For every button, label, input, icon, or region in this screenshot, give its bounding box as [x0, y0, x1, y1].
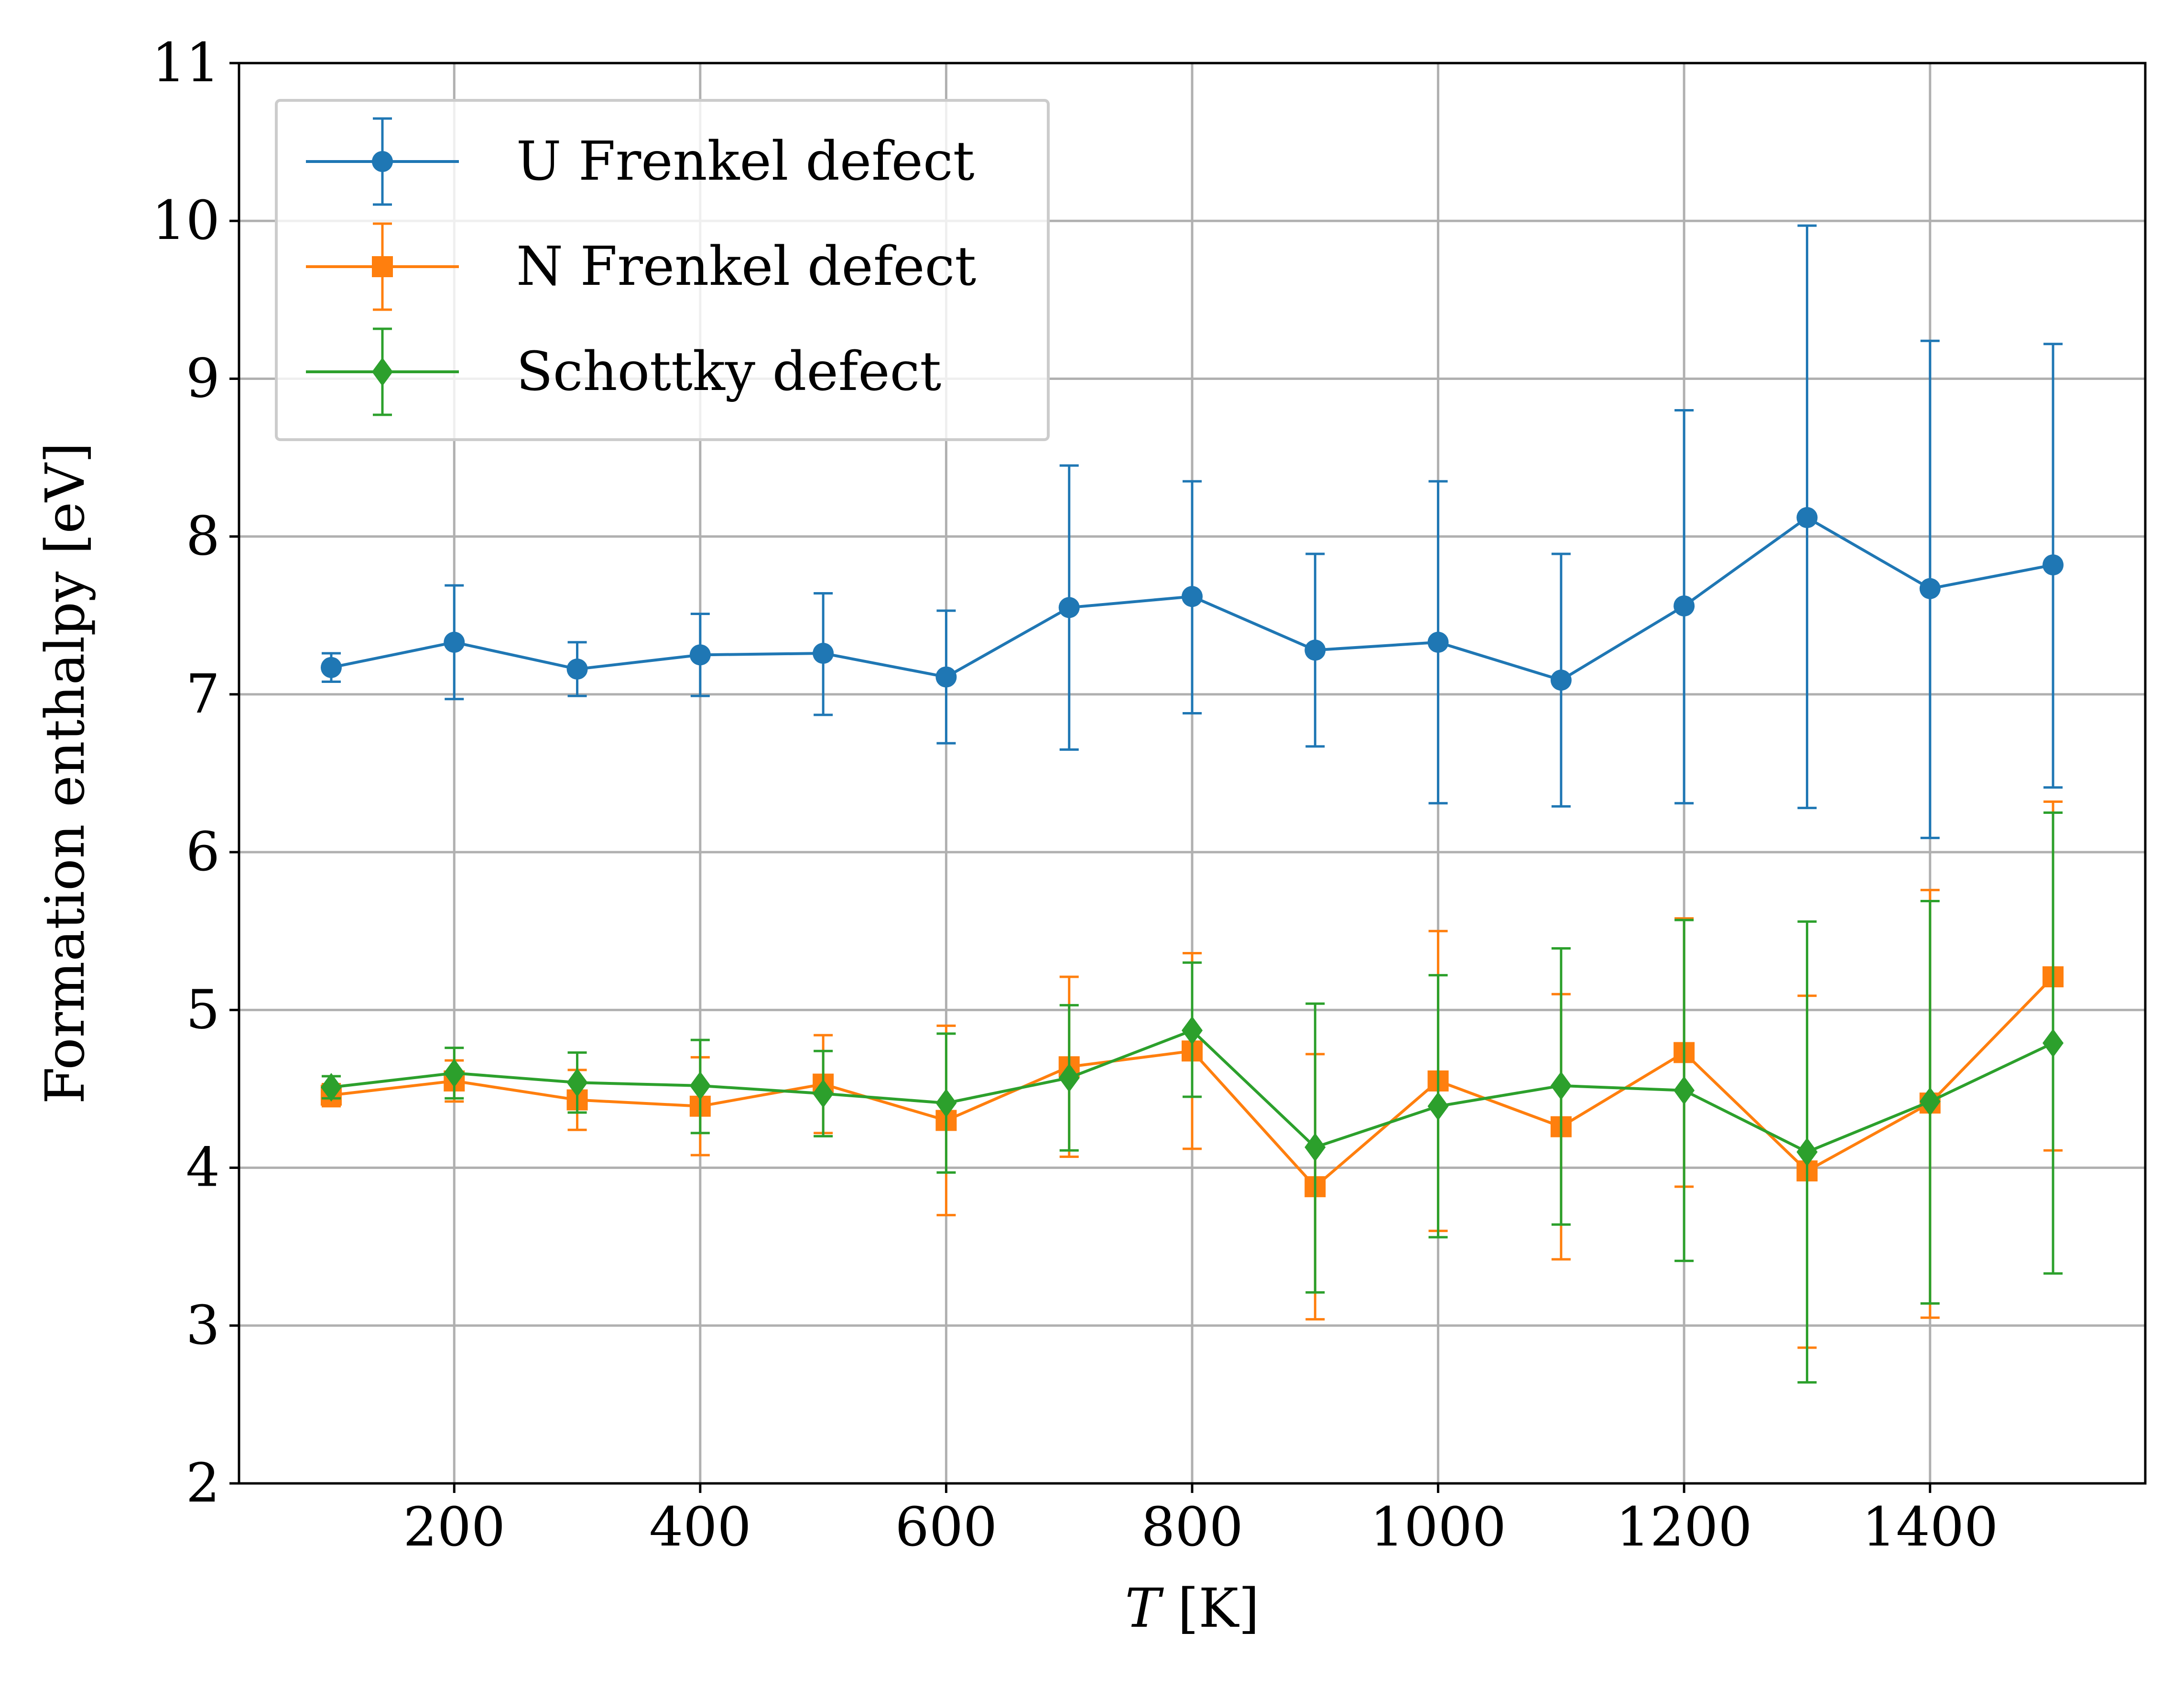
data-point: [1673, 595, 1695, 616]
data-point: [1058, 597, 1080, 618]
data-point: [566, 1068, 588, 1097]
data-point: [935, 666, 957, 688]
data-point: [935, 1089, 957, 1118]
data-point: [1427, 631, 1449, 653]
x-tick-label: 1000: [1370, 1496, 1506, 1558]
x-tick-label: 200: [403, 1496, 505, 1558]
legend-marker: [372, 357, 393, 386]
y-tick-label: 2: [186, 1452, 220, 1514]
y-tick-label: 11: [152, 32, 220, 94]
data-point: [1550, 1071, 1572, 1100]
data-point: [444, 631, 465, 653]
data-point: [1796, 1137, 1818, 1167]
data-point: [813, 1079, 834, 1108]
series-3: [320, 811, 2064, 1384]
x-tick-label: 1200: [1616, 1496, 1752, 1558]
data-point: [2043, 554, 2064, 576]
x-axis-label-unit: [K]: [1161, 1578, 1260, 1640]
data-point: [1919, 1087, 1941, 1116]
data-point: [1182, 586, 1203, 607]
legend-entry: N Frenkel defect: [306, 222, 976, 311]
data-point: [1304, 1133, 1326, 1162]
legend-marker: [372, 256, 393, 277]
x-tick-label: 400: [649, 1496, 751, 1558]
y-tick-label: 6: [186, 821, 220, 883]
data-point: [320, 657, 342, 678]
data-point: [1058, 1063, 1080, 1092]
y-tick-label: 7: [186, 663, 220, 725]
x-axis-label: T [K]: [1125, 1578, 1259, 1640]
legend-entry: Schottky defect: [306, 327, 941, 416]
x-tick-label: 800: [1141, 1496, 1243, 1558]
data-point: [320, 1073, 342, 1102]
y-axis-label: Formation enthalpy [eV]: [34, 443, 97, 1104]
y-tick-label: 10: [152, 190, 220, 252]
x-axis-label-symbol: T: [1125, 1578, 1164, 1640]
data-point: [566, 659, 588, 680]
y-tick-label: 4: [186, 1137, 220, 1199]
data-point: [689, 1071, 711, 1100]
x-tick-label: 1400: [1862, 1496, 1998, 1558]
data-point: [1550, 670, 1572, 691]
x-tick-label: 600: [895, 1496, 998, 1558]
series-layer: [320, 224, 2064, 1384]
y-tick-label: 5: [186, 979, 220, 1041]
data-point: [813, 643, 834, 664]
legend-entry: U Frenkel defect: [306, 117, 975, 206]
data-point: [1182, 1016, 1203, 1045]
legend-label: U Frenkel defect: [516, 130, 975, 193]
data-point: [1919, 578, 1941, 599]
legend: U Frenkel defect N Frenkel defect Schottky…: [275, 99, 1050, 441]
data-point: [1304, 639, 1326, 661]
y-tick-label: 8: [186, 506, 220, 568]
data-point: [1427, 1092, 1449, 1121]
legend-marker: [372, 151, 393, 172]
y-tick-label: 9: [186, 347, 220, 410]
axis-ticks: 200 400 600 800 1000 1200 1400 2 3 4 5 6 7 8 9 10 11: [152, 32, 1998, 1558]
data-point: [689, 644, 711, 666]
legend-label: Schottky defect: [516, 341, 941, 403]
legend-box: [275, 99, 1050, 441]
data-point: [1796, 507, 1818, 529]
y-tick-label: 3: [186, 1295, 220, 1357]
series-1: [320, 224, 2064, 839]
legend-label: N Frenkel defect: [516, 236, 976, 298]
data-point: [1673, 1076, 1695, 1105]
data-point: [2043, 1028, 2064, 1058]
data-point: [444, 1059, 465, 1088]
